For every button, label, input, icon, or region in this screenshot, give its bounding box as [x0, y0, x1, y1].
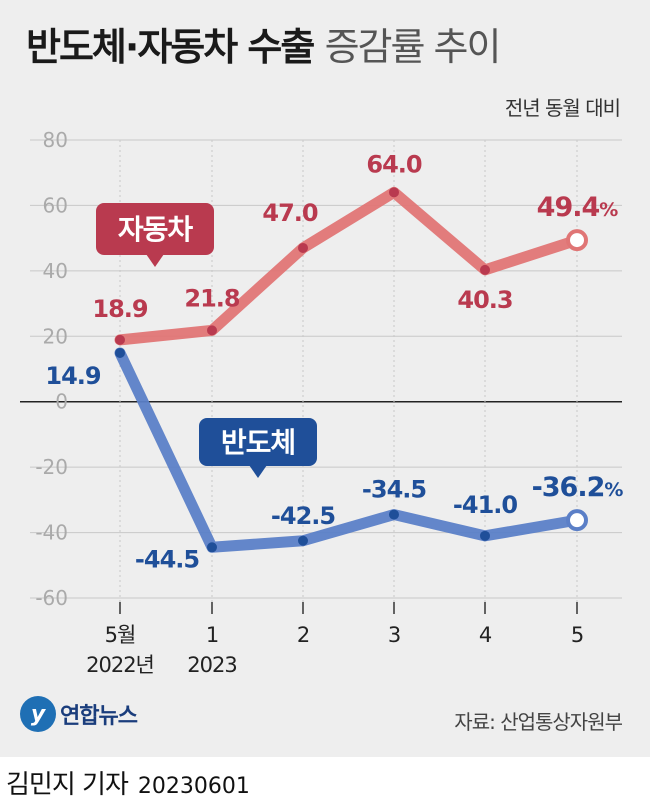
semi-data-label: -44.5: [135, 545, 199, 573]
auto-callout: 자동차: [96, 203, 214, 267]
semi-callout-box: [199, 418, 317, 466]
semi-callout-tail: [249, 465, 267, 478]
auto-callout-box: [96, 203, 214, 255]
byline: 김민지 기자 20230601: [6, 764, 250, 801]
x-tick-label: 5월: [105, 623, 136, 647]
unit-note: 전년 동월 대비: [504, 96, 621, 120]
semi-data-label: -34.5: [362, 476, 426, 504]
chart-title: 반도체·자동차 수출 증감률 추이: [26, 16, 502, 71]
x-tick-label: 1: [206, 623, 218, 647]
auto-point: [115, 334, 125, 345]
semi-line: [114, 347, 583, 553]
line-chart: 80 60 40 20 0 -20 -40 -60 5월 2022년 1 2023 2 3 4 5 18.9 21…: [20, 128, 624, 677]
auto-point: [480, 264, 490, 275]
y-tick-label: 20: [43, 324, 68, 348]
title-main: 반도체·자동차 수출: [26, 25, 315, 69]
x-tick-label: 4: [479, 623, 492, 647]
auto-data-label: 18.9: [92, 295, 148, 323]
semi-point: [298, 535, 308, 546]
logo-mark-icon: y: [20, 696, 56, 732]
y-tick-label: -20: [35, 455, 68, 479]
x-tick-label: 5: [571, 623, 583, 647]
semi-data-label: 14.9: [45, 362, 101, 390]
x-tick-label: 2023: [187, 653, 236, 677]
auto-data-label: 49.4%: [537, 192, 619, 223]
y-tick-label: -40: [35, 521, 68, 545]
publish-date: 20230601: [137, 774, 250, 799]
author: 김민지 기자: [6, 770, 129, 800]
auto-callout-label: 자동차: [118, 213, 194, 246]
x-tick-label: 2022년: [86, 653, 154, 677]
x-tick-label: 2: [297, 623, 309, 647]
auto-point: [389, 187, 399, 198]
x-tick-label: 3: [388, 623, 400, 647]
auto-point: [298, 242, 308, 253]
semi-percent-suffix: %: [604, 479, 623, 501]
y-tick-label: 80: [43, 128, 68, 152]
semi-point-last: [566, 509, 588, 532]
auto-data-label: 40.3: [457, 286, 512, 314]
title-sub: 증감률 추이: [324, 25, 502, 69]
semi-point: [207, 542, 217, 553]
auto-callout-tail: [146, 254, 164, 267]
publisher-logo: y 연합뉴스: [20, 696, 138, 732]
auto-line: [114, 186, 583, 346]
semi-callout: 반도체: [199, 418, 317, 478]
auto-data-label: 21.8: [184, 284, 240, 312]
auto-point: [207, 325, 217, 336]
auto-point-last: [566, 229, 588, 252]
auto-data-label: 64.0: [366, 150, 422, 178]
y-tick-label: -60: [35, 586, 68, 610]
auto-percent-suffix: %: [599, 199, 618, 221]
auto-data-label: 47.0: [262, 199, 318, 227]
semi-data-label: -42.5: [271, 502, 335, 530]
y-tick-label: 0: [55, 390, 68, 414]
semi-point: [115, 347, 125, 358]
y-tick-label: 60: [43, 193, 68, 217]
chart-panel: [0, 0, 650, 757]
y-tick-label: 40: [43, 259, 68, 283]
source-note: 자료: 산업통상자원부: [454, 710, 623, 734]
logo-text: 연합뉴스: [60, 704, 138, 729]
semi-point: [389, 509, 399, 520]
semi-callout-label: 반도체: [221, 426, 295, 459]
semi-point: [480, 530, 490, 541]
semi-data-label: -36.2%: [532, 472, 624, 503]
semi-data-label: -41.0: [453, 491, 517, 519]
